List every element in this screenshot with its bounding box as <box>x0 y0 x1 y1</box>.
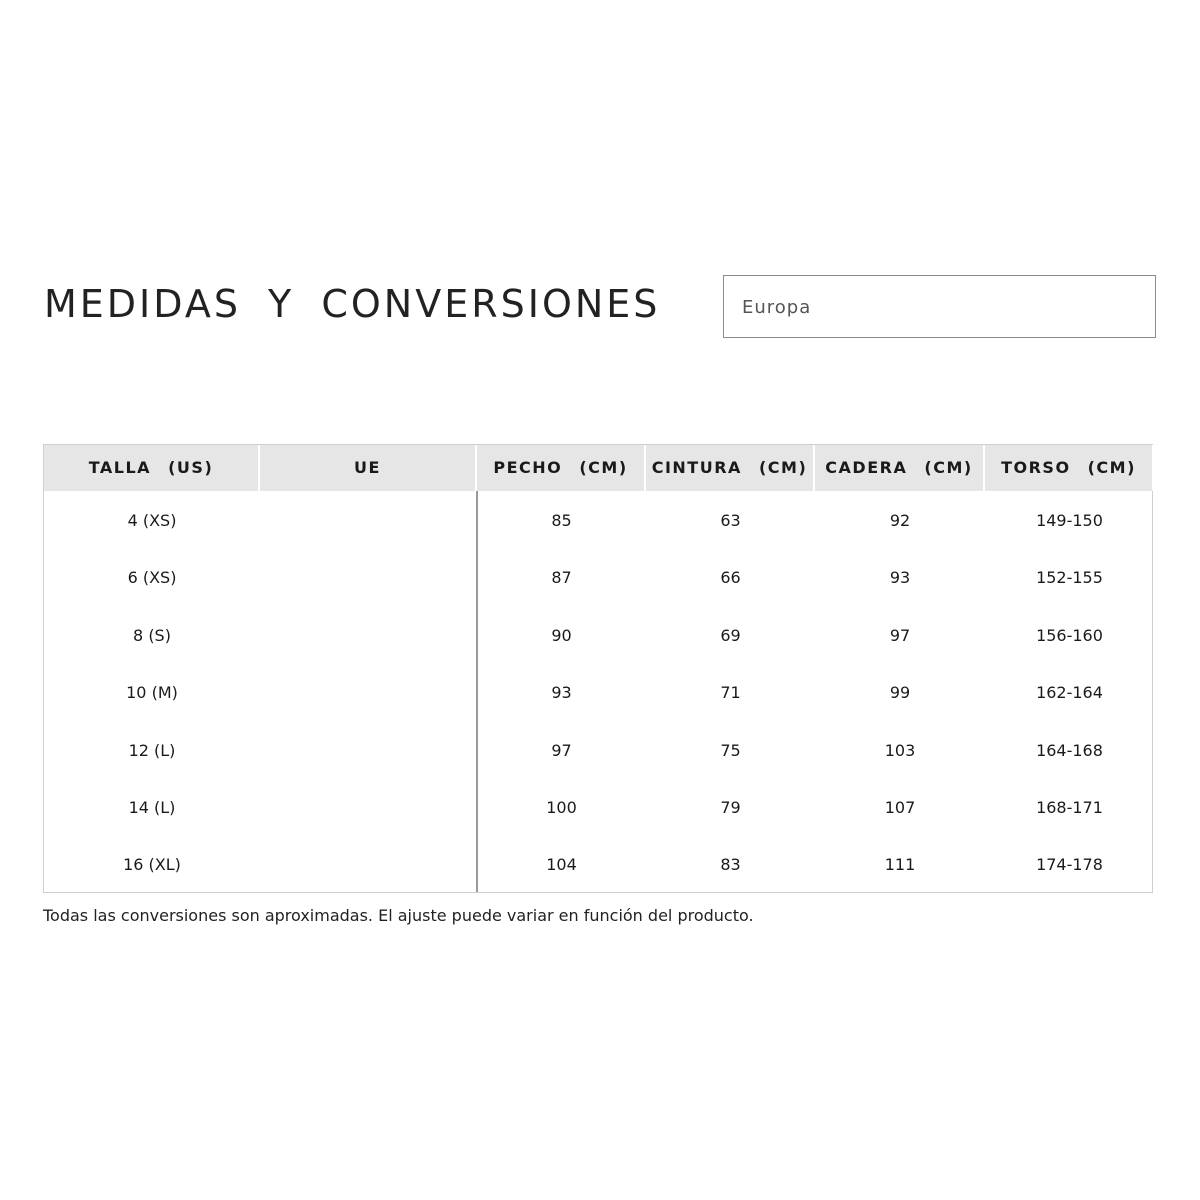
table-cell: 83 <box>720 855 741 875</box>
column-header: CADERA (CM) <box>815 445 985 491</box>
table-cell: 90 <box>551 625 572 645</box>
table-cell: 12 (L) <box>128 740 176 760</box>
table-cell: 104 <box>546 855 577 875</box>
table-cell: 93 <box>551 683 572 703</box>
table-cell: 99 <box>889 683 911 703</box>
table-cell: 97 <box>889 625 911 645</box>
table-cell: 111 <box>884 855 916 875</box>
table-cell: 71 <box>720 683 741 703</box>
table-cell: 66 <box>720 568 741 588</box>
size-table: TALLA (US) UE PECHO (CM) CINTURA (CM) CADERA… <box>43 444 1154 893</box>
table-cell: 6 (XS) <box>127 568 177 588</box>
column-header: UE <box>260 445 477 491</box>
table-cell: 149-150 <box>1036 511 1103 530</box>
column-header: TALLA (US) <box>44 445 260 491</box>
table-cell: 63 <box>720 511 741 530</box>
table-cell: 103 <box>884 740 916 760</box>
table-cell: 79 <box>720 798 741 817</box>
column-header: PECHO (CM) <box>477 445 646 491</box>
table-cell: 152-155 <box>1036 568 1103 588</box>
table-cell: 14 (L) <box>128 798 176 817</box>
column-header: TORSO (CM) <box>985 445 1154 491</box>
table-cell: 156-160 <box>1036 625 1103 645</box>
table-cell: 100 <box>546 798 577 817</box>
page-title: MEDIDAS Y CONVERSIONES <box>44 282 661 326</box>
table-cell: 4 (XS) <box>127 511 177 530</box>
table-cell: 75 <box>720 740 741 760</box>
table-cell: 174-178 <box>1036 855 1103 875</box>
table-cell: 16 (XL) <box>123 855 181 875</box>
table-cell: 97 <box>551 740 572 760</box>
table-cell: 162-164 <box>1036 683 1103 703</box>
table-cell: 87 <box>551 568 572 588</box>
table-cell: 92 <box>889 511 911 530</box>
footnote: Todas las conversiones son aproximadas. … <box>43 906 754 925</box>
column-header: CINTURA (CM) <box>646 445 815 491</box>
table-cell: 10 (M) <box>126 683 178 703</box>
table-cell: 93 <box>889 568 911 588</box>
column-divider <box>476 445 478 892</box>
table-cell: 69 <box>720 625 741 645</box>
table-cell: 107 <box>884 798 916 817</box>
region-select[interactable]: Europa <box>723 275 1156 338</box>
table-cell: 168-171 <box>1036 798 1103 817</box>
table-cell: 8 (S) <box>133 625 171 645</box>
table-cell: 164-168 <box>1036 740 1103 760</box>
table-cell: 85 <box>551 511 572 530</box>
